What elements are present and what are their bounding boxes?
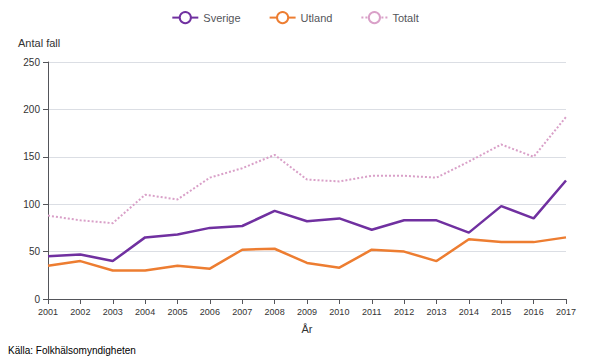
svg-text:200: 200 <box>23 104 40 115</box>
svg-text:2006: 2006 <box>200 307 220 317</box>
svg-text:2009: 2009 <box>297 307 317 317</box>
svg-text:2015: 2015 <box>491 307 511 317</box>
svg-text:2003: 2003 <box>103 307 123 317</box>
svg-text:Totalt: Totalt <box>392 12 418 24</box>
svg-text:100: 100 <box>23 199 40 210</box>
svg-text:År: År <box>302 323 313 335</box>
svg-text:Antal fall: Antal fall <box>18 37 60 49</box>
svg-text:2016: 2016 <box>524 307 544 317</box>
svg-text:Källa: Folkhälsomyndigheten: Källa: Folkhälsomyndigheten <box>8 345 136 356</box>
svg-text:2017: 2017 <box>556 307 576 317</box>
svg-text:150: 150 <box>23 151 40 162</box>
svg-text:2012: 2012 <box>394 307 414 317</box>
svg-text:2002: 2002 <box>70 307 90 317</box>
svg-text:2010: 2010 <box>329 307 349 317</box>
svg-text:2001: 2001 <box>38 307 58 317</box>
svg-text:Sverige: Sverige <box>203 12 240 24</box>
svg-text:0: 0 <box>34 294 40 305</box>
svg-text:50: 50 <box>29 246 41 257</box>
svg-text:2008: 2008 <box>265 307 285 317</box>
svg-text:Utland: Utland <box>301 12 333 24</box>
svg-text:2014: 2014 <box>459 307 479 317</box>
svg-text:2011: 2011 <box>362 307 381 317</box>
svg-text:2004: 2004 <box>135 307 155 317</box>
svg-text:2007: 2007 <box>232 307 252 317</box>
svg-text:2013: 2013 <box>426 307 446 317</box>
svg-text:250: 250 <box>23 57 40 68</box>
svg-text:2005: 2005 <box>167 307 187 317</box>
